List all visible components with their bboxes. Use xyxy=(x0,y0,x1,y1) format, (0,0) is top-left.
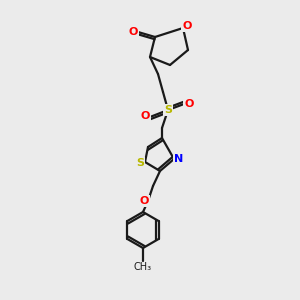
Text: S: S xyxy=(164,105,172,115)
Text: S: S xyxy=(136,158,144,168)
Text: O: O xyxy=(128,27,138,37)
Text: N: N xyxy=(174,154,184,164)
Text: O: O xyxy=(184,99,194,109)
Text: O: O xyxy=(182,21,192,31)
Text: O: O xyxy=(140,111,150,121)
Text: CH₃: CH₃ xyxy=(134,262,152,272)
Text: O: O xyxy=(139,196,149,206)
